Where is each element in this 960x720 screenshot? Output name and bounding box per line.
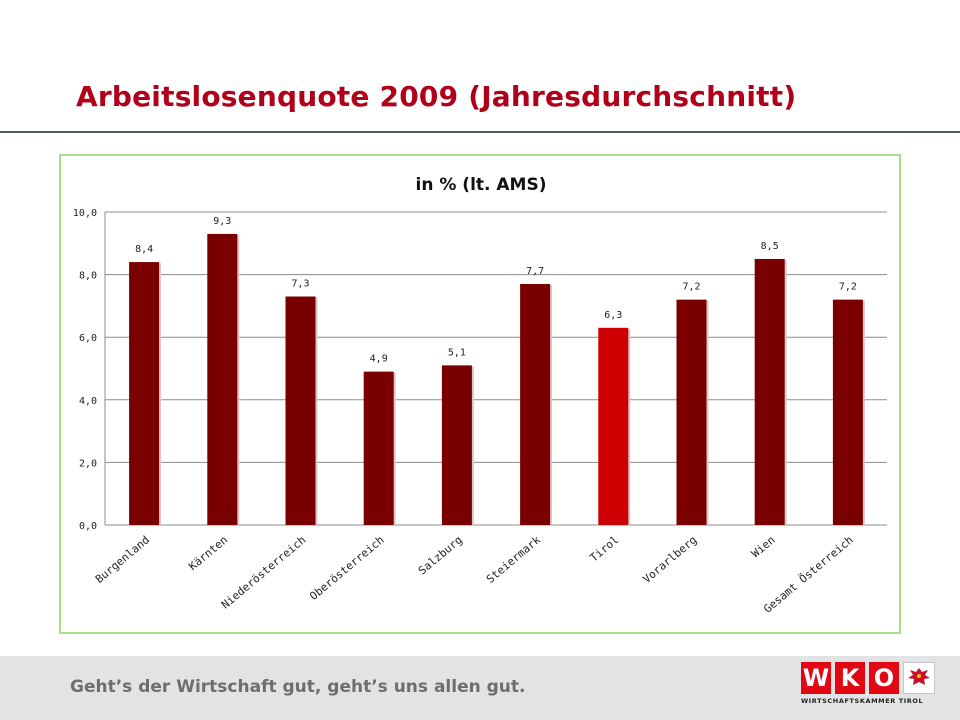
bar-value-label: 6,3 (604, 310, 622, 321)
logo-letter-o: O (869, 662, 899, 694)
bar-tirol (598, 327, 629, 525)
title-divider (0, 131, 960, 133)
bar-oberösterreich (363, 371, 394, 525)
x-tick-label: Kärnten (186, 533, 230, 573)
bar-steiermark (520, 283, 551, 525)
chart-frame: in % (lt. AMS) 0,0 2,0 4,0 6,0 8,0 10,0 8,4 9,… (59, 154, 901, 634)
x-tick-label: Oberösterreich (307, 533, 386, 603)
bar-value-label: 8,5 (761, 241, 779, 252)
bar-niederösterreich (285, 296, 316, 525)
wko-logo: W K O WIRTSCHAFTSKAMMER TIROL (801, 662, 937, 710)
y-tick-label: 10,0 (73, 208, 97, 219)
y-tick-label: 6,0 (79, 333, 97, 344)
bar-wien (754, 258, 785, 525)
bar-kärnten (207, 233, 238, 525)
x-tick-label: Wien (749, 533, 778, 560)
y-tick-label: 8,0 (79, 271, 97, 282)
x-tick-label: Gesamt Österreich (761, 533, 856, 615)
slide-title: Arbeitslosenquote 2009 (Jahresdurchschni… (76, 80, 797, 113)
bar-value-label: 4,9 (370, 354, 388, 365)
x-tick-label: Burgenland (93, 533, 152, 586)
bar-burgenland (129, 262, 160, 525)
logo-subtitle: WIRTSCHAFTSKAMMER TIROL (801, 697, 924, 705)
bar-gesamt-österreich (832, 299, 863, 525)
x-tick-label: Vorarlberg (640, 533, 699, 586)
bar-value-label: 7,2 (682, 282, 700, 293)
bar-vorarlberg (676, 299, 707, 525)
bars (129, 233, 865, 525)
chart-title: in % (lt. AMS) (416, 175, 547, 195)
footer-slogan: Geht’s der Wirtschaft gut, geht’s uns al… (70, 677, 526, 697)
bar-chart: in % (lt. AMS) 0,0 2,0 4,0 6,0 8,0 10,0 8,4 9,… (73, 175, 887, 616)
x-tick-label: Niederösterreich (219, 533, 309, 611)
x-tick-label: Tirol (587, 533, 621, 564)
footer-band (0, 656, 960, 720)
bar-value-label: 5,1 (448, 347, 466, 358)
y-tick-label: 0,0 (79, 521, 97, 532)
tyrol-eagle-icon (903, 662, 935, 694)
bar-value-label: 7,7 (526, 266, 544, 277)
bar-value-label: 7,3 (291, 279, 309, 290)
bar-value-label: 9,3 (213, 216, 231, 227)
bar-salzburg (441, 365, 472, 525)
y-tick-label: 4,0 (79, 396, 97, 407)
x-axis-ticks: Burgenland KärntenNiederösterreichOberöst… (93, 533, 856, 616)
x-tick-label: Steiermark (484, 533, 543, 586)
bar-value-label: 7,2 (839, 282, 857, 293)
y-tick-label: 2,0 (79, 458, 97, 469)
y-axis-ticks: 0,0 2,0 4,0 6,0 8,0 10,0 (73, 208, 97, 532)
logo-letter-k: K (835, 662, 865, 694)
bar-value-label: 8,4 (135, 244, 153, 255)
x-tick-label: Salzburg (416, 533, 465, 577)
logo-letter-w: W (801, 662, 831, 694)
data-labels: 8,4 9,3 7,3 4,9 5,1 7,7 6,3 7,2 8,5 7,2 (135, 216, 857, 365)
